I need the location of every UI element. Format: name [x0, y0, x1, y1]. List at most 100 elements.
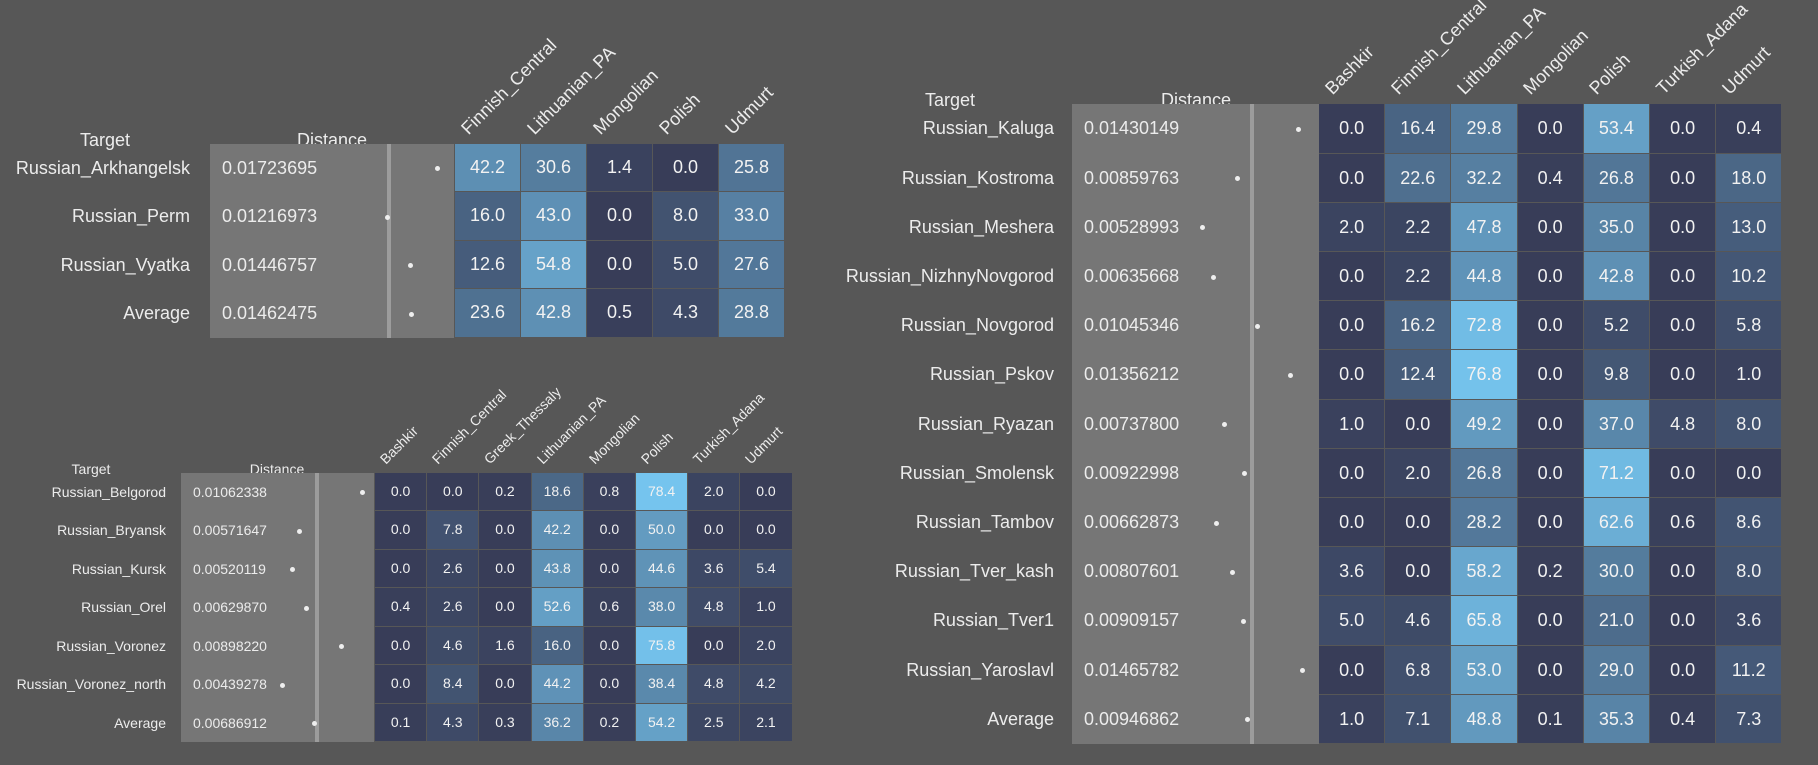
distance-dot	[304, 605, 310, 611]
heatmap-cell: 16.0	[455, 192, 520, 240]
heatmap-cell: 0.0	[583, 549, 635, 588]
distance-dot	[290, 567, 296, 572]
heatmap-cell: 43.0	[521, 192, 586, 240]
heatmap-cell: 0.2	[1517, 547, 1583, 596]
heatmap-cell: 1.0	[1319, 399, 1385, 448]
distance-value: 0.00571647	[193, 522, 267, 539]
target-label: Russian_Bryansk	[57, 522, 166, 539]
heatmap-cell: 0.0	[1650, 596, 1716, 645]
heatmap-cell: 0.0	[1517, 350, 1583, 399]
distance-panel-divider	[387, 143, 391, 338]
heatmap-cell: 50.0	[636, 511, 688, 549]
heatmap-cell: 36.2	[531, 703, 583, 742]
heatmap-cell: 72.8	[1451, 301, 1517, 350]
heatmap-cell: 4.8	[688, 588, 740, 626]
distance-panel	[210, 143, 454, 338]
heatmap-cell: 35.0	[1583, 202, 1649, 251]
target-label: Russian_Kostroma	[901, 167, 1054, 188]
target-label: Russian_Belgorod	[51, 483, 166, 500]
heatmap-cell: 8.4	[427, 665, 479, 703]
target-label: Russian_Perm	[71, 206, 190, 227]
heatmap-cell: 0.1	[1517, 694, 1583, 743]
heatmap-cell: 23.6	[455, 289, 520, 337]
heatmap-cell: 2.1	[740, 703, 792, 742]
heatmap-cell: 0.0	[375, 549, 427, 588]
heatmap-cell: 53.4	[1583, 104, 1649, 153]
heatmap-cell: 0.0	[1319, 448, 1385, 497]
distance-value: 0.00946862	[1084, 708, 1180, 729]
heatmap-cell: 44.6	[636, 549, 688, 588]
distance-dot	[1242, 471, 1248, 477]
distance-value: 0.01723695	[222, 157, 318, 178]
distance-dot	[1296, 127, 1302, 132]
distance-dot	[338, 644, 344, 649]
distance-value: 0.00635668	[1084, 266, 1180, 286]
heatmap-cell: 0.0	[1385, 547, 1451, 596]
heatmap-cell: 8.6	[1716, 498, 1782, 547]
distance-value: 0.00898220	[193, 637, 267, 654]
heatmap-cell: 0.0	[1650, 448, 1716, 497]
heatmap-cell: 2.6	[427, 549, 479, 588]
distance-dot	[280, 682, 285, 688]
heatmap-cell: 43.8	[531, 549, 583, 588]
heatmap-cell: 7.8	[427, 511, 479, 549]
heatmap-cell: 0.4	[1716, 104, 1782, 153]
column-header: Bashkir	[1320, 42, 1378, 99]
distance-value: 0.01356212	[1084, 364, 1180, 385]
heatmap-cell: 10.2	[1716, 252, 1782, 301]
distance-dot	[360, 490, 365, 495]
column-header: Udmurt	[1717, 42, 1774, 99]
target-label: Russian_Orel	[81, 599, 166, 616]
heatmap-cell: 18.6	[531, 472, 583, 511]
heatmap-cell: 2.0	[740, 626, 792, 665]
distance-dot	[1214, 520, 1220, 526]
distance-value: 0.01462475	[222, 303, 318, 324]
heatmap-cell: 2.0	[688, 472, 740, 511]
heatmap-cell: 0.2	[583, 703, 635, 742]
heatmap-cell: 0.0	[583, 665, 635, 703]
heatmap-cell: 0.0	[1319, 104, 1385, 153]
target-label: Russian_Vyatka	[60, 254, 190, 275]
heatmap-cell: 0.0	[1319, 301, 1385, 350]
distance-value: 0.00807601	[1084, 561, 1180, 582]
distance-dot	[435, 166, 440, 171]
distance-panel	[1072, 104, 1319, 744]
heatmap-cell: 47.8	[1451, 202, 1517, 251]
heatmap-cell: 1.0	[1319, 694, 1385, 743]
heatmap-cell: 44.2	[531, 665, 583, 703]
target-header: Target	[71, 461, 111, 477]
distance-value: 0.01430149	[1084, 118, 1180, 139]
heatmap-cell: 0.0	[587, 240, 652, 289]
target-label: Russian_Voronez	[56, 637, 166, 654]
distance-dot	[311, 721, 317, 726]
heatmap-cell: 0.0	[1319, 153, 1385, 202]
heatmap-cell: 30.0	[1583, 547, 1649, 596]
heatmap-cell: 0.0	[583, 626, 635, 665]
heatmap-cell: 0.0	[1385, 399, 1451, 448]
heatmap-cell: 37.0	[1583, 399, 1649, 448]
column-header: Mongolian	[1519, 25, 1593, 99]
heatmap-cell: 78.4	[636, 472, 688, 511]
heatmap-cell: 0.0	[479, 588, 531, 626]
heatmap-cell: 49.2	[1451, 399, 1517, 448]
heatmap-cell: 0.2	[479, 472, 531, 511]
distance-value: 0.00528993	[1084, 216, 1180, 237]
distance-dot	[296, 528, 302, 534]
heatmap-cell: 0.0	[375, 665, 427, 703]
heatmap-cell: 0.0	[653, 143, 718, 192]
heatmap-cell: 0.0	[1517, 399, 1583, 448]
heatmap-cell: 0.4	[375, 588, 427, 626]
heatmap-cell: 2.6	[427, 588, 479, 626]
heatmap-cell: 5.4	[740, 549, 792, 588]
heatmap-cell: 0.0	[688, 626, 740, 665]
heatmap-cell: 0.5	[587, 289, 652, 337]
heatmap-cell: 0.0	[1385, 498, 1451, 547]
heatmap-cell: 9.8	[1583, 350, 1649, 399]
heatmap-cell: 8.0	[1716, 399, 1782, 448]
distance-value: 0.00520119	[193, 560, 266, 577]
distance-dot	[1244, 717, 1250, 723]
distance-value: 0.00922998	[1084, 462, 1180, 483]
target-label: Russian_Meshera	[908, 216, 1054, 237]
heatmap-cell: 21.0	[1583, 596, 1649, 645]
heatmap-cell: 3.6	[1319, 547, 1385, 596]
